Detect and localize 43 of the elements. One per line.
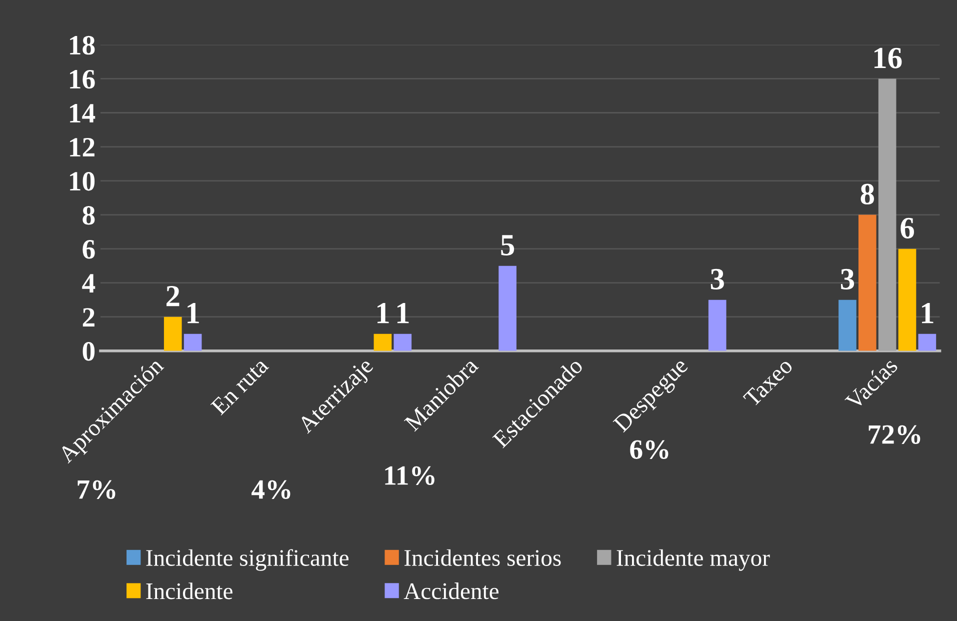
data-label: 1 [397, 303, 409, 324]
y-tick-label: 12 [70, 138, 94, 156]
data-label: 1 [188, 303, 199, 324]
data-label: 3 [840, 268, 854, 290]
text: 11% [385, 466, 434, 486]
data-label: 2 [166, 286, 180, 306]
data-label: 3 [710, 268, 724, 290]
bar [918, 334, 936, 351]
bar [838, 300, 856, 351]
bar [394, 334, 412, 351]
y-tick-label: 10 [70, 172, 95, 191]
y-tick-label: 2 [82, 308, 94, 326]
legend-label: Incidente significante [146, 549, 348, 571]
data-label: 1 [378, 303, 389, 324]
y-tick-label: 0 [82, 342, 95, 361]
y-tick-label: 18 [70, 36, 95, 55]
legend-label: Incidente mayor [616, 549, 770, 571]
x-tick-label: En ruta [210, 356, 270, 416]
text: 4% [252, 480, 290, 500]
text: 6% [630, 440, 668, 460]
legend-label: Incidente [146, 582, 232, 600]
bar [164, 316, 182, 351]
bar [878, 78, 896, 351]
y-tick-label: 4 [82, 274, 96, 292]
bar [184, 334, 202, 351]
data-label: 16 [874, 48, 902, 68]
bar [374, 334, 392, 351]
data-label: 6 [900, 218, 914, 238]
y-tick-label: 16 [70, 70, 95, 89]
data-label: 5 [501, 235, 514, 256]
legend-label: Incidentes serios [404, 549, 561, 566]
y-tick-label: 6 [82, 240, 95, 259]
y-tick-label: 8 [82, 206, 95, 225]
bar [498, 266, 516, 351]
legend-label: Accidente [404, 582, 498, 600]
data-label: 8 [860, 184, 874, 204]
text: 72% [868, 425, 920, 444]
bar [858, 214, 876, 351]
bar [708, 300, 726, 351]
text: 7% [78, 480, 116, 500]
y-tick-label: 14 [70, 104, 96, 122]
bar [898, 248, 916, 351]
data-label: 1 [922, 303, 934, 324]
